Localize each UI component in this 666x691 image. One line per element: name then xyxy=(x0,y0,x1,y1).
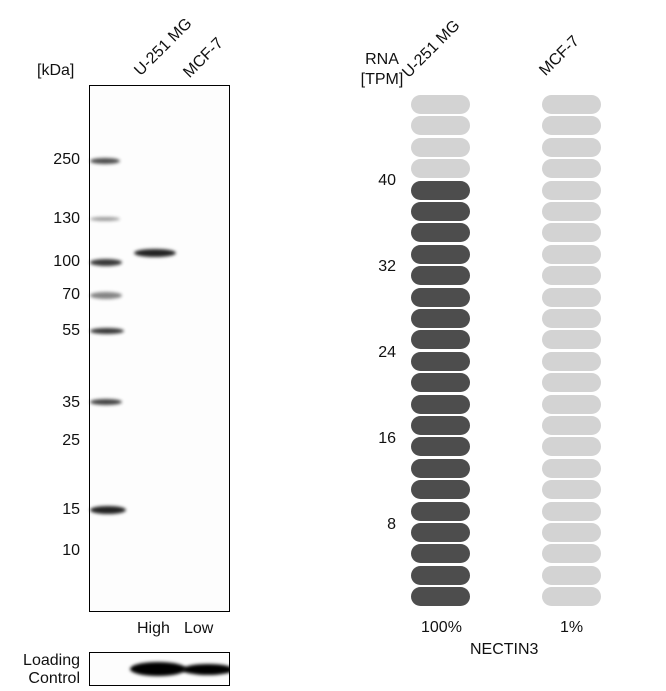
rna-bar-segment xyxy=(542,137,601,157)
percent-u251: 100% xyxy=(421,619,462,636)
rna-bar-segment xyxy=(542,565,601,585)
ytick-40: 40 xyxy=(378,172,396,189)
rna-bar-segment xyxy=(411,437,470,457)
expression-low: Low xyxy=(184,620,214,637)
loading-band-u251 xyxy=(130,662,186,676)
rna-bar-segment xyxy=(411,309,470,328)
rna-bar-segment xyxy=(542,159,601,179)
rna-bar-segment xyxy=(411,202,470,221)
rna-bar-segment xyxy=(411,330,470,350)
kda-label: [kDa] xyxy=(37,62,75,79)
loading-band-mcf7 xyxy=(182,664,229,675)
rna-bar-segment xyxy=(542,309,601,328)
gene-name: NECTIN3 xyxy=(470,641,539,658)
rna-bar-segment xyxy=(542,437,601,457)
rna-bar-segment xyxy=(542,416,601,435)
rna-bar-segment xyxy=(542,180,601,200)
rna-bar-segment xyxy=(411,501,470,521)
ladder-band-55 xyxy=(90,328,124,334)
rna-axis-label: RNA [TPM] xyxy=(360,51,404,88)
rna-bar-segment xyxy=(411,416,470,435)
rna-bar-segment xyxy=(411,116,470,136)
rna-bar-segment xyxy=(542,266,601,286)
rna-bar-segment xyxy=(542,394,601,414)
rna-bar-segment xyxy=(542,373,601,393)
marker-100: 100 xyxy=(53,253,80,270)
rna-bar-segment xyxy=(411,458,470,478)
rna-bar-segment xyxy=(542,202,601,221)
rna-bar-segment xyxy=(542,330,601,350)
ytick-32: 32 xyxy=(378,258,396,275)
loading-control-label: Loading Control xyxy=(23,652,80,687)
marker-35: 35 xyxy=(62,394,80,411)
rna-bar-segment xyxy=(542,223,601,243)
rna-bar-segment xyxy=(411,480,470,500)
rna-bar-segment xyxy=(542,351,601,371)
percent-mcf7: 1% xyxy=(560,619,584,636)
ladder-band-35 xyxy=(90,399,122,405)
rna-bar-segment xyxy=(411,351,470,371)
rna-bar-segment xyxy=(542,587,601,607)
rna-cell-line-mcf7: MCF-7 xyxy=(536,32,583,80)
marker-15: 15 xyxy=(62,501,80,518)
rna-bar-segment xyxy=(542,480,601,500)
lane-label-mcf7: MCF-7 xyxy=(180,34,227,82)
marker-25: 25 xyxy=(62,432,80,449)
marker-70: 70 xyxy=(62,286,80,303)
rna-bar-segment xyxy=(542,244,601,264)
rna-bar-segment xyxy=(411,159,470,179)
rna-bar-segment xyxy=(411,266,470,286)
target-band-u251 xyxy=(134,249,176,257)
rna-bar-segment xyxy=(411,523,470,542)
rna-bar-segment xyxy=(542,544,601,564)
rna-bar-segment xyxy=(411,373,470,393)
marker-130: 130 xyxy=(53,210,80,227)
ladder-band-100 xyxy=(90,259,122,266)
western-blot-membrane xyxy=(89,85,230,612)
ytick-8: 8 xyxy=(387,516,396,533)
ytick-16: 16 xyxy=(378,430,396,447)
loading-control-blot xyxy=(89,652,230,686)
rna-bar-segment xyxy=(411,223,470,243)
rna-bar-segment xyxy=(542,523,601,542)
rna-bar-segment xyxy=(542,458,601,478)
rna-bar-segment xyxy=(411,137,470,157)
ladder-band-15 xyxy=(90,506,126,514)
rna-bar-segment xyxy=(411,565,470,585)
ladder-band-250 xyxy=(90,158,120,164)
rna-bar-segment xyxy=(411,95,470,114)
marker-250: 250 xyxy=(53,151,80,168)
rna-bar-segment xyxy=(542,501,601,521)
expression-high: High xyxy=(137,620,170,637)
rna-bar-segment xyxy=(542,95,601,114)
rna-bar-segment xyxy=(411,287,470,307)
rna-bar-segment xyxy=(411,180,470,200)
rna-bar-segment xyxy=(411,544,470,564)
ladder-band-130 xyxy=(90,217,120,221)
marker-10: 10 xyxy=(62,542,80,559)
rna-bar-segment xyxy=(542,287,601,307)
ladder-band-70 xyxy=(90,292,122,299)
rna-bar-segment xyxy=(411,244,470,264)
marker-55: 55 xyxy=(62,322,80,339)
rna-cell-line-u251: U-251 MG xyxy=(399,17,464,82)
rna-bar-segment xyxy=(411,587,470,607)
ytick-24: 24 xyxy=(378,344,396,361)
rna-bar-segment xyxy=(542,116,601,136)
rna-bar-segment xyxy=(411,394,470,414)
